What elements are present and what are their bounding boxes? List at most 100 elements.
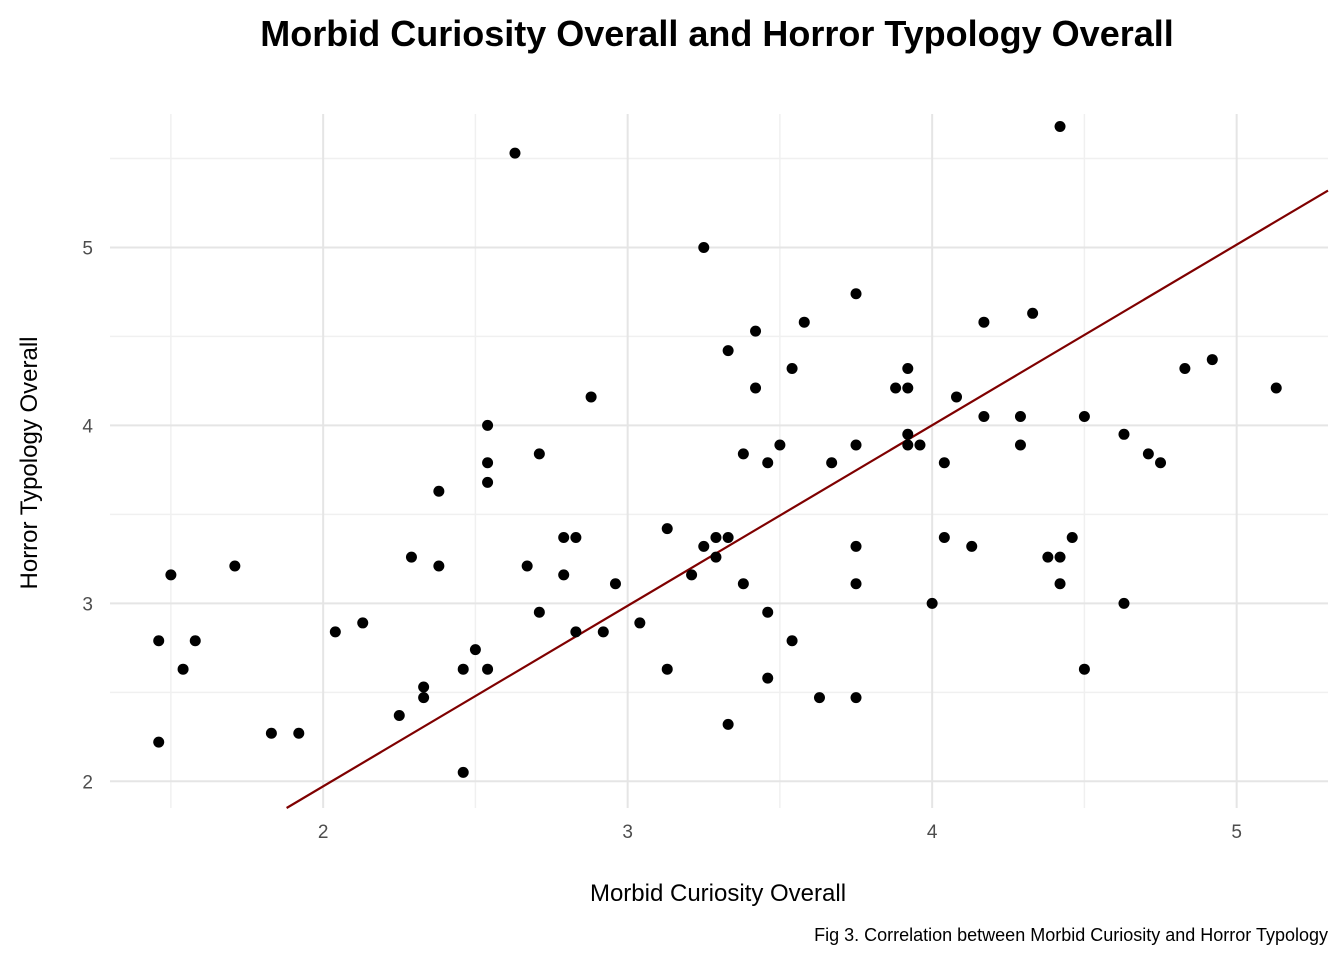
data-point xyxy=(1054,578,1066,590)
data-point xyxy=(482,476,494,488)
data-point xyxy=(433,485,445,497)
trend-line-group xyxy=(286,189,1329,809)
data-point xyxy=(850,578,862,590)
data-point xyxy=(966,540,978,552)
figure-caption: Fig 3. Correlation between Morbid Curios… xyxy=(814,925,1328,945)
data-point xyxy=(165,569,177,581)
x-axis-title: Morbid Curiosity Overall xyxy=(590,880,846,907)
data-point xyxy=(609,578,621,590)
data-point xyxy=(826,457,838,469)
y-axis-title: Horror Typology Overall xyxy=(16,337,43,590)
data-point xyxy=(1179,362,1191,374)
data-point xyxy=(457,663,469,675)
data-point xyxy=(1054,551,1066,563)
data-point xyxy=(722,532,734,544)
data-point xyxy=(750,325,762,337)
data-point xyxy=(902,428,914,440)
data-point xyxy=(850,540,862,552)
data-point xyxy=(737,448,749,460)
data-point xyxy=(229,560,241,572)
data-point xyxy=(469,644,481,656)
data-point xyxy=(585,391,597,403)
data-point xyxy=(558,569,570,581)
data-point xyxy=(1155,457,1167,469)
data-point xyxy=(1042,551,1054,563)
data-point xyxy=(558,532,570,544)
data-point xyxy=(661,663,673,675)
data-points xyxy=(153,120,1282,778)
data-point xyxy=(357,617,369,629)
trend-line xyxy=(286,189,1329,809)
data-point xyxy=(902,382,914,394)
data-point xyxy=(521,560,533,572)
data-point xyxy=(762,606,774,618)
data-point xyxy=(482,419,494,431)
y-tick-label: 2 xyxy=(82,772,93,793)
data-point xyxy=(686,569,698,581)
data-point xyxy=(329,626,341,638)
x-tick-label: 2 xyxy=(318,822,329,843)
x-axis-ticks: 2 3 4 5 xyxy=(318,822,1242,843)
data-point xyxy=(750,382,762,394)
data-point xyxy=(533,448,545,460)
data-point xyxy=(1118,428,1130,440)
data-point xyxy=(153,736,165,748)
data-point xyxy=(597,626,609,638)
data-point xyxy=(1054,120,1066,132)
grid xyxy=(110,114,1328,808)
data-point xyxy=(722,345,734,357)
data-point xyxy=(798,316,810,328)
data-point xyxy=(698,241,710,253)
data-point xyxy=(1270,382,1282,394)
data-point xyxy=(978,411,990,423)
data-point xyxy=(774,439,786,451)
data-point xyxy=(661,523,673,535)
data-point xyxy=(1206,354,1218,366)
y-tick-label: 4 xyxy=(82,416,93,437)
x-tick-label: 5 xyxy=(1231,822,1242,843)
data-point xyxy=(762,672,774,684)
data-point xyxy=(722,718,734,730)
data-point xyxy=(902,362,914,374)
data-point xyxy=(938,457,950,469)
data-point xyxy=(1142,448,1154,460)
data-point xyxy=(293,727,305,739)
data-point xyxy=(938,532,950,544)
y-tick-label: 5 xyxy=(82,238,93,259)
data-point xyxy=(813,692,825,704)
chart-title: Morbid Curiosity Overall and Horror Typo… xyxy=(260,13,1174,54)
data-point xyxy=(850,692,862,704)
y-tick-label: 3 xyxy=(82,594,93,615)
data-point xyxy=(710,532,722,544)
data-point xyxy=(1078,411,1090,423)
data-point xyxy=(418,692,430,704)
data-point xyxy=(698,540,710,552)
data-point xyxy=(951,391,963,403)
data-point xyxy=(710,551,722,563)
data-point xyxy=(509,147,521,159)
data-point xyxy=(1066,532,1078,544)
data-point xyxy=(978,316,990,328)
data-point xyxy=(762,457,774,469)
data-point xyxy=(737,578,749,590)
data-point xyxy=(850,288,862,300)
data-point xyxy=(786,635,798,647)
data-point xyxy=(1014,411,1026,423)
data-point xyxy=(1014,439,1026,451)
data-point xyxy=(418,681,430,693)
data-point xyxy=(850,439,862,451)
data-point xyxy=(1118,597,1130,609)
x-tick-label: 3 xyxy=(622,822,633,843)
data-point xyxy=(914,439,926,451)
data-point xyxy=(570,626,582,638)
data-point xyxy=(189,635,201,647)
data-point xyxy=(1027,307,1039,319)
data-point xyxy=(153,635,165,647)
data-point xyxy=(393,709,405,721)
y-axis-ticks: 2 3 4 5 xyxy=(82,238,93,793)
data-point xyxy=(405,551,417,563)
data-point xyxy=(902,439,914,451)
data-point xyxy=(890,382,902,394)
data-point xyxy=(533,606,545,618)
